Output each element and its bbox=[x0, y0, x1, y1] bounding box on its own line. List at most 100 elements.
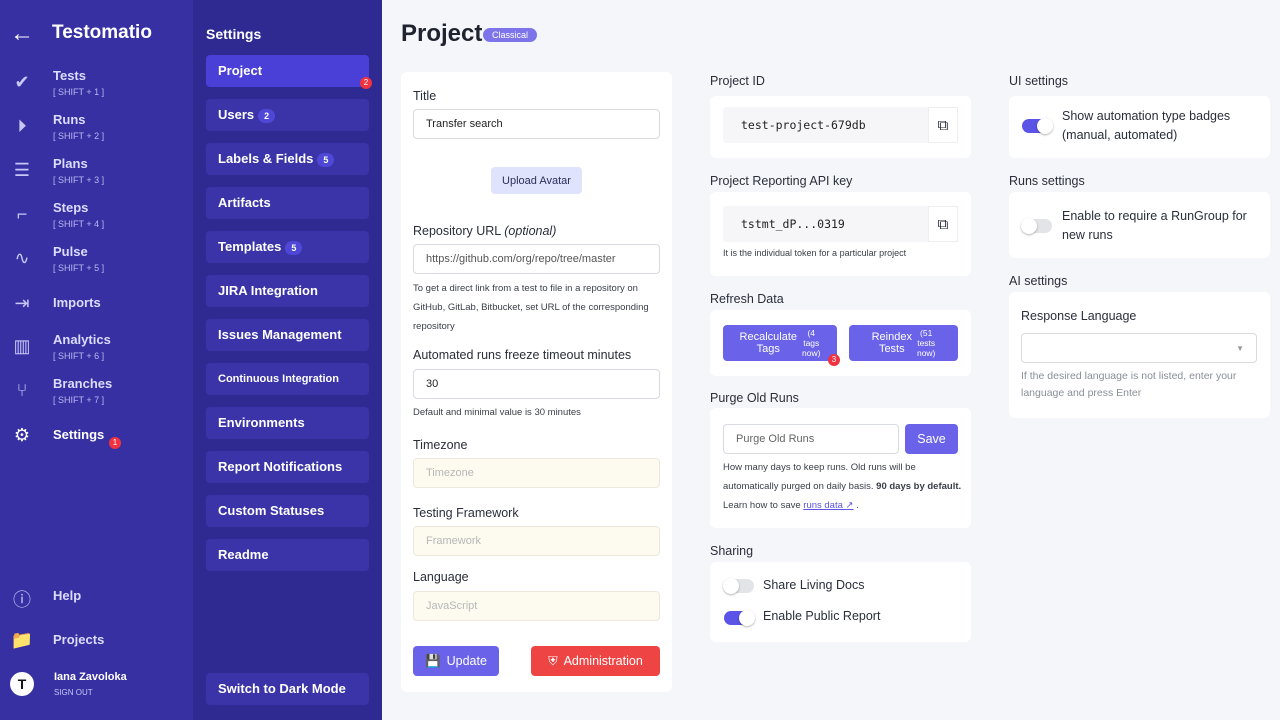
runs-settings-label: Runs settings bbox=[1009, 174, 1085, 188]
settings-item-report-notifications[interactable]: Report Notifications bbox=[206, 451, 369, 483]
folder-icon: 📁 bbox=[10, 630, 34, 650]
response-language-label: Response Language bbox=[1021, 309, 1137, 323]
repo-url-input[interactable]: https://github.com/org/repo/tree/master bbox=[413, 244, 660, 274]
api-key-help: It is the individual token for a particu… bbox=[723, 248, 907, 258]
sharing-label: Sharing bbox=[710, 544, 754, 558]
nav-label: Branches bbox=[53, 376, 113, 391]
list-check-icon: ☰ bbox=[13, 160, 31, 180]
nav-shortcut: [ SHIFT + 3 ] bbox=[53, 175, 105, 185]
settings-item-label: Report Notifications bbox=[218, 459, 343, 474]
repo-help: To get a direct link from a test to file… bbox=[413, 283, 649, 332]
ui-settings-label: UI settings bbox=[1009, 74, 1069, 88]
settings-item-label: Issues Management bbox=[218, 327, 342, 342]
settings-item-issues-management[interactable]: Issues Management bbox=[206, 319, 369, 351]
settings-item-label: Templates bbox=[218, 239, 282, 254]
user-name: Iana Zavoloka bbox=[54, 671, 127, 683]
framework-select[interactable]: Framework bbox=[413, 526, 660, 556]
public-report-label: Enable Public Report bbox=[763, 609, 881, 623]
nav-help-label: Help bbox=[53, 588, 82, 603]
nav-shortcut: [ SHIFT + 6 ] bbox=[53, 351, 105, 361]
pulse-icon: ∿ bbox=[14, 248, 30, 268]
settings-item-jira-integration[interactable]: JIRA Integration bbox=[206, 275, 369, 307]
language-select[interactable]: JavaScript bbox=[413, 591, 660, 621]
app-title: Testomatio bbox=[52, 22, 152, 43]
chart-icon: ▥ bbox=[13, 336, 31, 356]
purge-days-input[interactable]: Purge Old Runs bbox=[723, 424, 899, 454]
administration-button[interactable]: ⛨ Administration bbox=[531, 646, 660, 676]
save-icon: 💾 bbox=[425, 653, 441, 668]
gear-icon: ⚙ bbox=[13, 425, 31, 445]
settings-item-label: Artifacts bbox=[218, 195, 271, 210]
framework-label: Testing Framework bbox=[413, 506, 519, 520]
nav-label: Runs bbox=[53, 112, 86, 127]
settings-item-continuous-integration[interactable]: Continuous Integration bbox=[206, 363, 369, 395]
share-living-docs-toggle[interactable] bbox=[723, 578, 754, 594]
settings-item-label: Readme bbox=[218, 547, 269, 562]
nav-shortcut: [ SHIFT + 1 ] bbox=[53, 87, 105, 97]
settings-item-users[interactable]: Users 2 bbox=[206, 99, 369, 131]
shield-icon: ⛨ bbox=[548, 653, 558, 668]
recalculate-tags-note: (4 tags now) bbox=[802, 328, 821, 358]
freeze-label: Automated runs freeze timeout minutes bbox=[413, 348, 632, 362]
settings-item-label: Custom Statuses bbox=[218, 503, 325, 518]
settings-item-readme[interactable]: Readme bbox=[206, 539, 369, 571]
nav-label: Imports bbox=[53, 295, 101, 310]
settings-item-label: Environments bbox=[218, 415, 305, 430]
title-input[interactable]: Transfer search bbox=[413, 109, 660, 139]
refresh-label: Refresh Data bbox=[710, 292, 784, 306]
nav-label: Tests bbox=[53, 68, 86, 83]
settings-item-labels-fields[interactable]: Labels & Fields 5 bbox=[206, 143, 369, 175]
notification-badge: 2 bbox=[360, 77, 372, 89]
settings-item-environments[interactable]: Environments bbox=[206, 407, 369, 439]
settings-item-project[interactable]: Project bbox=[206, 55, 369, 87]
upload-avatar-button[interactable]: Upload Avatar bbox=[491, 167, 582, 194]
chevron-down-icon: ▼ bbox=[1236, 343, 1244, 353]
steps-icon: ⌐ bbox=[16, 204, 28, 224]
api-key-label: Project Reporting API key bbox=[710, 174, 853, 188]
freeze-help: Default and minimal value is 30 minutes bbox=[413, 407, 581, 418]
settings-item-templates[interactable]: Templates 5 bbox=[206, 231, 369, 263]
project-id-value: test-project-679db bbox=[723, 107, 958, 143]
reindex-tests-button[interactable]: Reindex Tests (51 tests now) bbox=[849, 325, 958, 361]
page-title: Project bbox=[401, 20, 483, 47]
sign-out-link[interactable]: SIGN OUT bbox=[54, 688, 93, 697]
settings-item-custom-statuses[interactable]: Custom Statuses bbox=[206, 495, 369, 527]
recalculate-tags-label: Recalculate Tags bbox=[739, 331, 798, 355]
settings-item-label: Users bbox=[218, 107, 255, 122]
automation-badges-toggle[interactable] bbox=[1022, 118, 1053, 134]
count-badge: 2 bbox=[258, 108, 276, 123]
update-button[interactable]: 💾 Update bbox=[413, 646, 499, 676]
import-icon: ⇥ bbox=[14, 293, 30, 313]
nav-shortcut: [ SHIFT + 2 ] bbox=[53, 131, 105, 141]
copy-icon[interactable]: ⧉ bbox=[928, 206, 958, 242]
settings-item-label: Project bbox=[218, 63, 263, 78]
runs-data-link[interactable]: runs data ↗ bbox=[803, 500, 854, 511]
public-report-toggle[interactable] bbox=[724, 610, 755, 626]
nav-shortcut: [ SHIFT + 4 ] bbox=[53, 219, 105, 229]
reindex-tests-note: (51 tests now) bbox=[916, 328, 936, 358]
runs-settings-card bbox=[1009, 192, 1270, 258]
freeze-timeout-input[interactable]: 30 bbox=[413, 369, 660, 399]
timezone-select[interactable]: Timezone bbox=[413, 458, 660, 488]
settings-item-label: Labels & Fields bbox=[218, 151, 314, 166]
response-language-select[interactable]: ▼ bbox=[1021, 333, 1257, 363]
rungroup-toggle[interactable] bbox=[1021, 218, 1052, 234]
nav-shortcut: [ SHIFT + 5 ] bbox=[53, 263, 105, 273]
main-sidebar: ← Testomatio ✔ Tests [ SHIFT + 1 ] ⏵ Run… bbox=[0, 0, 193, 720]
purge-save-button[interactable]: Save bbox=[905, 424, 958, 454]
avatar: T bbox=[10, 672, 34, 696]
dark-mode-button[interactable]: Switch to Dark Mode bbox=[206, 673, 369, 705]
nav-label: Settings bbox=[53, 427, 105, 442]
check-icon: ✔ bbox=[14, 72, 30, 92]
recalculate-tags-button[interactable]: Recalculate Tags (4 tags now) bbox=[723, 325, 837, 361]
back-arrow-icon[interactable]: ← bbox=[10, 20, 34, 47]
nav-projects-label: Projects bbox=[53, 632, 105, 647]
ai-settings-label: AI settings bbox=[1009, 274, 1068, 288]
copy-icon[interactable]: ⧉ bbox=[928, 107, 958, 143]
play-icon: ⏵ bbox=[17, 116, 27, 136]
nav-label: Pulse bbox=[53, 244, 88, 259]
settings-item-artifacts[interactable]: Artifacts bbox=[206, 187, 369, 219]
settings-item-label: Continuous Integration bbox=[218, 373, 339, 385]
branch-icon: ⑂ bbox=[16, 380, 28, 400]
help-icon: ⓘ bbox=[13, 590, 31, 610]
